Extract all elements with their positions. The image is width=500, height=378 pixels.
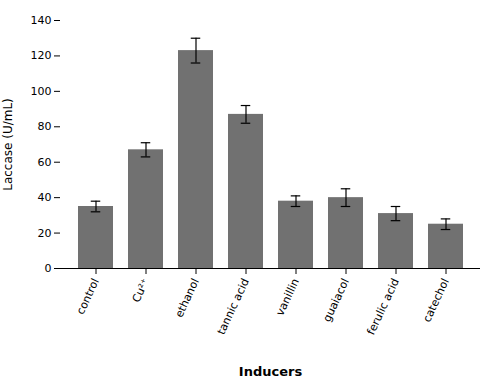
svg-text:control: control <box>74 276 102 316</box>
svg-text:100: 100 <box>31 85 52 98</box>
svg-text:ethanol: ethanol <box>173 276 202 319</box>
svg-text:Laccase (U/mL): Laccase (U/mL) <box>1 98 15 191</box>
svg-text:20: 20 <box>38 227 52 240</box>
svg-text:60: 60 <box>38 156 52 169</box>
svg-text:Inducers: Inducers <box>239 364 303 378</box>
svg-text:120: 120 <box>31 49 52 62</box>
svg-text:guaiacol: guaiacol <box>321 276 352 323</box>
svg-text:ferulic acid: ferulic acid <box>365 276 402 336</box>
svg-text:tannic acid: tannic acid <box>215 276 252 336</box>
svg-text:140: 140 <box>31 14 52 27</box>
svg-text:40: 40 <box>38 191 52 204</box>
svg-text:catechol: catechol <box>420 276 452 324</box>
svg-text:Cu²⁺: Cu²⁺ <box>130 276 152 304</box>
svg-text:0: 0 <box>45 262 52 275</box>
svg-text:vanillin: vanillin <box>273 276 301 317</box>
svg-text:80: 80 <box>38 120 52 133</box>
